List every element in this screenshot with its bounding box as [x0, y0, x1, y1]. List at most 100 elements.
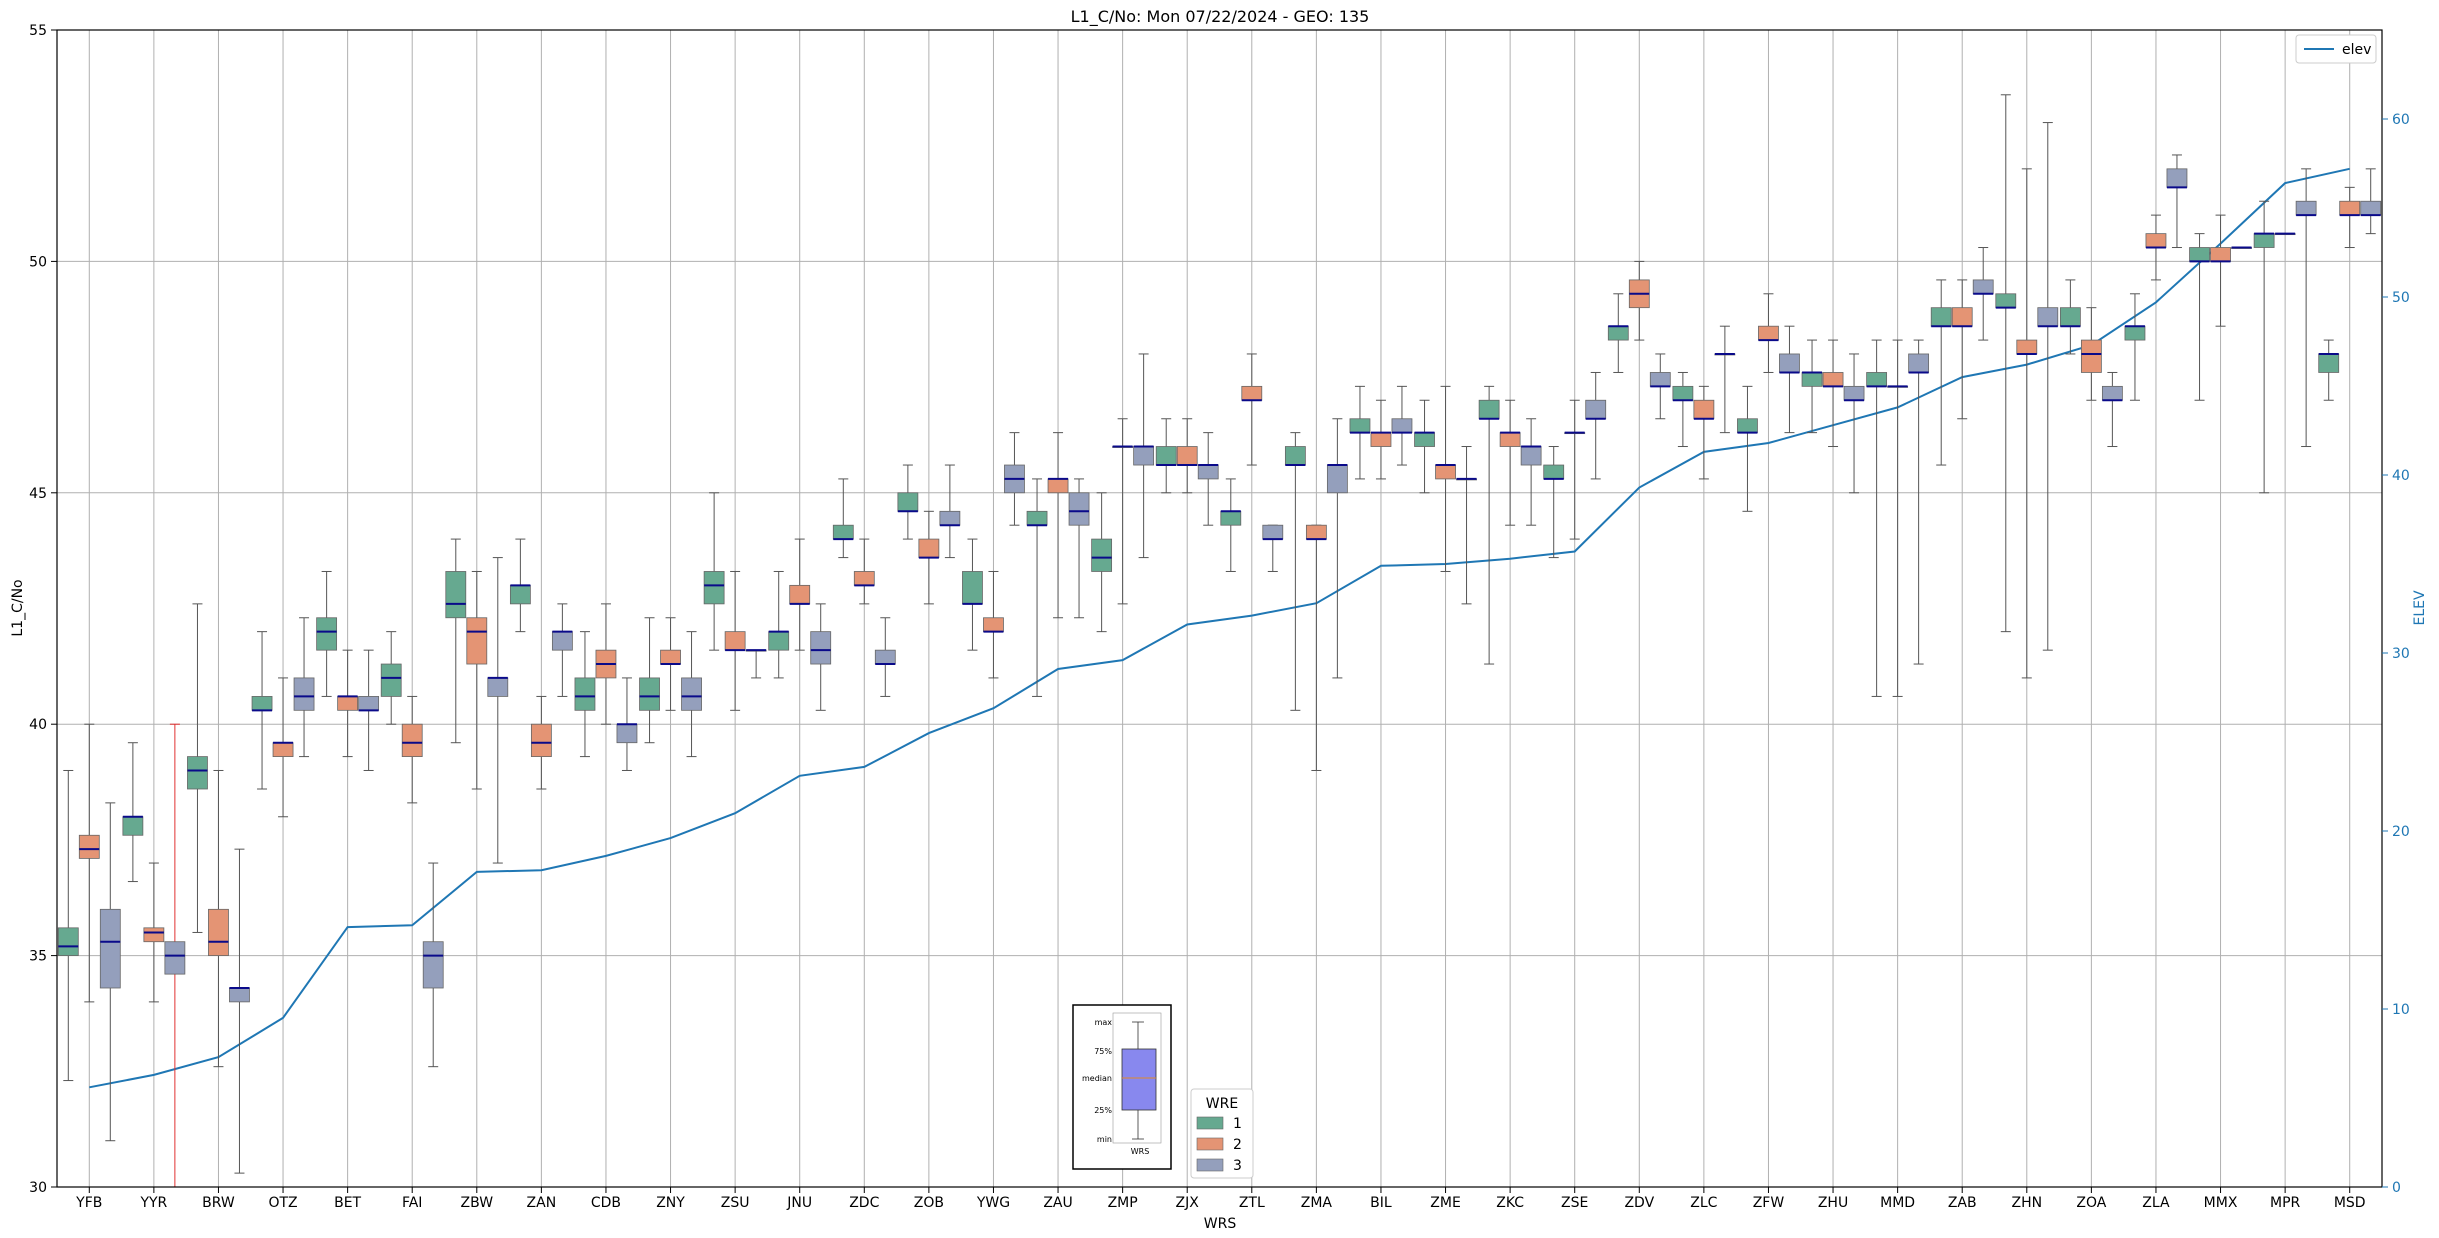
iqr-box	[2253, 233, 2275, 248]
inset-box	[1121, 1048, 1157, 1111]
x-tick-label: YWG	[976, 1195, 1010, 1211]
iqr-box	[2124, 325, 2146, 341]
box-plots	[57, 94, 2382, 1188]
box-ZMA-wre1	[1284, 432, 1306, 711]
iqr-box	[1414, 432, 1435, 447]
box-BIL-wre2	[1370, 399, 1392, 480]
box-JNU-wre3	[810, 603, 832, 711]
iqr-box	[918, 538, 940, 558]
iqr-box	[1908, 353, 1930, 373]
box-OTZ-wre1	[251, 631, 273, 790]
iqr-box	[1543, 464, 1565, 480]
box-ZHU-wre2	[1822, 339, 1844, 448]
iqr-box	[1499, 432, 1521, 447]
box-ZOB-wre2	[918, 510, 940, 605]
box-MMD-wre1	[1866, 339, 1888, 697]
box-ZTL-wre2	[1241, 353, 1263, 466]
iqr-box	[530, 723, 552, 757]
box-ZSE-wre3	[1585, 371, 1607, 480]
box-BET-wre3	[358, 649, 380, 771]
box-ZAU-wre1	[1026, 478, 1048, 697]
right-y-tick-label: 50	[2392, 290, 2410, 306]
iqr-box	[2101, 385, 2123, 401]
iqr-box	[1779, 353, 1800, 373]
iqr-box	[1801, 372, 1823, 387]
iqr-box	[1607, 325, 1629, 341]
box-ZSU-wre1	[703, 492, 725, 651]
box-ZMP-wre1	[1091, 492, 1113, 633]
box-YWG-wre3	[1004, 432, 1025, 526]
iqr-box	[703, 571, 725, 605]
wre-legend: WRE 1 2 3	[1190, 1088, 1254, 1179]
iqr-box	[1478, 399, 1500, 420]
iqr-box	[1843, 385, 1865, 401]
iqr-box	[983, 617, 1004, 633]
x-tick-label: ZDV	[1624, 1195, 1654, 1211]
box-BIL-wre1	[1349, 385, 1371, 480]
wre-legend-swatch	[1196, 1137, 1224, 1151]
iqr-box	[1047, 478, 1069, 494]
x-tick-label: BRW	[202, 1195, 235, 1211]
right-y-tick-label: 0	[2392, 1180, 2401, 1196]
wre-legend-swatch	[1196, 1158, 1224, 1172]
right-y-tick-label: 40	[2392, 468, 2410, 484]
box-MMX-wre2	[2210, 214, 2231, 327]
iqr-box	[358, 696, 380, 711]
iqr-box	[1068, 492, 1090, 526]
x-tick-label: ZOA	[2076, 1195, 2106, 1211]
box-ZAB-wre2	[1951, 279, 1973, 420]
iqr-box	[897, 492, 919, 512]
iqr-box	[57, 927, 79, 956]
box-ZTL-wre3	[1262, 524, 1284, 572]
y-tick-label: 30	[29, 1180, 47, 1196]
box-CDB-wre3	[616, 677, 638, 771]
iqr-box	[853, 571, 875, 586]
x-tick-label: OTZ	[268, 1195, 297, 1211]
inset-label: 75%	[1094, 1047, 1112, 1056]
box-ZDV-wre1	[1607, 293, 1629, 373]
box-ZME-wre3	[1456, 446, 1477, 605]
x-tick-label: ZBW	[461, 1195, 494, 1211]
x-tick-label: MSD	[2334, 1195, 2366, 1211]
x-tick-label: ZMA	[1301, 1195, 1333, 1211]
iqr-box	[1737, 418, 1758, 434]
box-ZKC-wre2	[1499, 399, 1521, 526]
iqr-box	[1649, 372, 1671, 387]
box-ZSE-wre1	[1543, 446, 1565, 559]
x-tick-label: ZJX	[1176, 1195, 1200, 1211]
right-y-axis: 0 10 20 30 40 50 60	[2382, 112, 2410, 1196]
iqr-box	[1284, 446, 1306, 466]
iqr-box	[2360, 200, 2382, 216]
iqr-box	[2318, 353, 2340, 373]
x-tick-label: ZMP	[1108, 1195, 1138, 1211]
x-tick-label: JNU	[786, 1195, 812, 1211]
right-y-axis-label: ELEV	[2412, 590, 2428, 625]
x-tick-label: CDB	[591, 1195, 621, 1211]
box-ZOA-wre3	[2101, 371, 2123, 448]
y-tick-label: 50	[29, 254, 47, 270]
box-YYR-wre3	[164, 723, 186, 1188]
box-ZLC-wre3	[1714, 325, 1736, 434]
iqr-box	[681, 677, 702, 711]
box-ZBW-wre3	[487, 557, 509, 864]
box-BRW-wre3	[229, 848, 250, 1174]
iqr-box	[1995, 293, 2017, 309]
iqr-box	[939, 510, 961, 526]
box-ZLA-wre3	[2166, 154, 2188, 249]
boxplot-key-inset: max 75% median 25% min WRS	[1072, 1004, 1172, 1170]
iqr-box	[251, 696, 273, 711]
x-tick-label: MMD	[1880, 1195, 1915, 1211]
box-OTZ-wre2	[272, 677, 294, 818]
right-y-tick-label: 30	[2392, 646, 2410, 662]
box-MMX-wre3	[2231, 246, 2252, 249]
iqr-box	[2145, 233, 2167, 248]
iqr-box	[2037, 307, 2059, 327]
box-ZAB-wre1	[1930, 279, 1952, 466]
iqr-box	[789, 584, 811, 605]
x-tick-label: ZAU	[1043, 1195, 1072, 1211]
inset-label: min	[1097, 1135, 1112, 1144]
iqr-box	[509, 584, 531, 605]
box-YWG-wre2	[983, 570, 1004, 679]
x-tick-label: BIL	[1370, 1195, 1392, 1211]
